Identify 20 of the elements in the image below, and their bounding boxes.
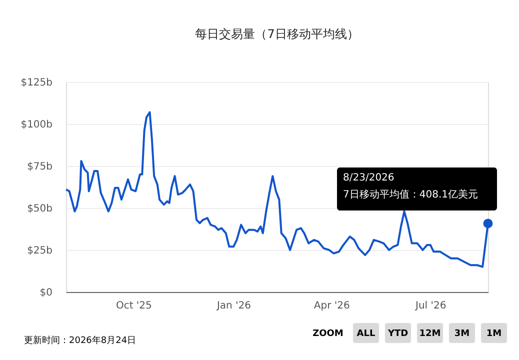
text: 3M xyxy=(454,329,470,339)
text: 更新时间：2026年8月24日 xyxy=(24,335,136,346)
text: ZOOM xyxy=(312,329,344,339)
chart-title: 每日交易量（7日移动平均线） xyxy=(195,27,359,41)
annotation: 7日移动平均值：408.1亿美元 xyxy=(343,188,478,200)
y-tick-label: $100b xyxy=(20,120,52,130)
text: YTD xyxy=(386,329,408,339)
y-tick-label: $50b xyxy=(27,204,52,214)
y-tick-label: $0 xyxy=(40,288,52,298)
text: 12M xyxy=(419,329,441,339)
annotation: 8/23/2026 xyxy=(343,172,394,184)
y-tick-label: $125b xyxy=(20,78,52,88)
x-tick-label: Apr '26 xyxy=(314,300,350,312)
text: 1M xyxy=(486,329,502,339)
x-tick-label: Jan '26 xyxy=(216,300,252,312)
y-tick-label: $75b xyxy=(27,162,52,172)
y-tick-label: $25b xyxy=(27,246,52,256)
x-tick-label: Jul '26 xyxy=(414,300,446,312)
x-tick-label: Oct '25 xyxy=(116,300,152,312)
text: ALL xyxy=(356,329,376,339)
